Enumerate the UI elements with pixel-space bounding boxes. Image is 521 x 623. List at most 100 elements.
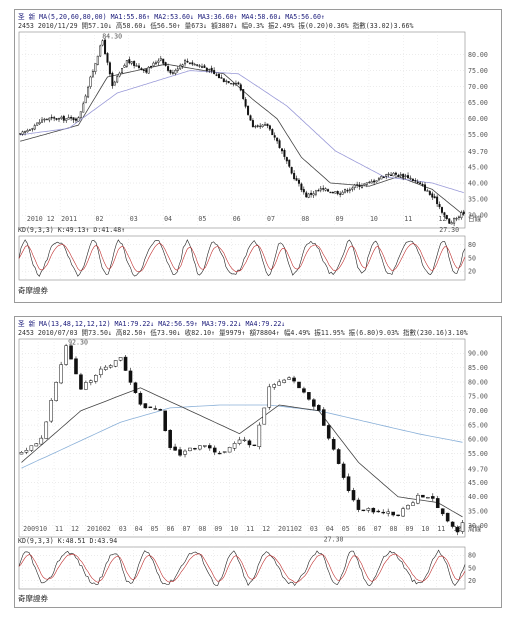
candle-body	[361, 509, 366, 512]
candle-body	[53, 117, 56, 119]
candle	[179, 63, 182, 70]
candle	[178, 446, 182, 457]
candle-body	[448, 218, 451, 224]
y-tick-label: 65.00	[468, 99, 488, 107]
candle-body	[341, 463, 346, 478]
candle-body	[302, 189, 305, 193]
candle	[118, 71, 121, 78]
candle-body	[24, 130, 27, 133]
x-tick-label: 02	[294, 525, 302, 533]
candle	[65, 118, 68, 123]
x-tick-label: 04	[135, 525, 143, 533]
candle-body	[455, 526, 460, 533]
candle	[244, 97, 247, 109]
x-tick-label: 08	[198, 525, 206, 533]
candle-body	[426, 190, 429, 192]
candle-body	[196, 64, 199, 66]
candle-body	[394, 172, 397, 175]
y-tick-label: 70.00	[468, 83, 488, 91]
candle	[133, 381, 138, 394]
candle	[123, 355, 128, 371]
candle	[331, 437, 336, 451]
candle-body	[142, 69, 145, 71]
candle-body	[411, 178, 414, 181]
candle-body	[154, 62, 157, 64]
candle-body	[455, 218, 458, 220]
y-tick-label: 65.00	[468, 421, 488, 429]
candle	[387, 172, 390, 178]
candle-body	[145, 69, 148, 73]
x-tick-label: 11	[437, 525, 445, 533]
candle	[276, 137, 279, 144]
candle	[455, 525, 460, 536]
candle-body	[252, 444, 257, 446]
candle	[148, 406, 153, 409]
candle	[171, 69, 174, 75]
candle-body	[203, 445, 207, 447]
candle-body	[368, 181, 371, 184]
candle	[137, 63, 140, 70]
candle	[74, 117, 77, 123]
candle	[391, 511, 395, 517]
candle-body	[411, 502, 415, 506]
x-tick-label: 10	[370, 215, 378, 223]
candle	[203, 445, 207, 448]
y-tick-label: 40.00	[468, 493, 488, 501]
candle	[445, 512, 450, 523]
candle-body	[152, 62, 155, 67]
candle	[94, 374, 98, 384]
candle	[341, 190, 344, 195]
candle	[230, 82, 233, 85]
candle-body	[371, 507, 376, 513]
candle-body	[317, 190, 320, 192]
candle-body	[440, 207, 443, 213]
candle-body	[426, 497, 430, 499]
chart-header-line1: 圣 新 MA(13,48,12,12,12) MA1:79.22↓ MA2:56…	[18, 319, 285, 328]
candle-body	[98, 368, 103, 375]
candle-body	[421, 184, 424, 186]
x-tick-label: 03	[119, 525, 127, 533]
moving-average-line	[21, 404, 463, 469]
candle	[193, 62, 196, 66]
y-tick-label: 75.00	[468, 67, 488, 75]
candle	[70, 115, 73, 121]
candle	[48, 117, 51, 123]
kd-header: KD(9,3,3) K:48.51 D:43.94	[18, 537, 117, 545]
x-tick-label: 2009	[23, 525, 39, 533]
candle	[59, 361, 63, 385]
candle	[208, 443, 212, 451]
candle-body	[41, 119, 44, 123]
candle-body	[59, 364, 63, 384]
candle	[201, 63, 204, 69]
candle	[19, 450, 24, 455]
candle-body	[433, 196, 436, 199]
candle	[251, 118, 254, 128]
candle-body	[271, 129, 274, 136]
candle	[448, 218, 451, 225]
candle-body	[348, 189, 351, 191]
candle-body	[397, 174, 400, 177]
candle-body	[344, 188, 347, 193]
candle	[162, 58, 165, 66]
candle	[312, 191, 315, 199]
candle-body	[94, 375, 98, 382]
candle	[404, 173, 407, 180]
candle-body	[257, 424, 262, 447]
candle-body	[28, 129, 31, 131]
candle	[336, 190, 339, 196]
candle	[431, 493, 435, 502]
candle-body	[39, 437, 44, 445]
y-tick-label: 49.70	[468, 148, 488, 156]
x-tick-label: 12	[262, 525, 270, 533]
candle	[147, 66, 150, 74]
candle-body	[239, 84, 242, 91]
candle	[168, 429, 172, 450]
candle	[113, 360, 118, 368]
y-tick-label: 60.00	[468, 436, 488, 444]
x-tick-label: 11	[55, 525, 63, 533]
candle-body	[460, 212, 463, 219]
candle-body	[137, 65, 140, 68]
candle-body	[89, 76, 92, 87]
candle	[322, 185, 325, 192]
candle	[186, 58, 189, 64]
